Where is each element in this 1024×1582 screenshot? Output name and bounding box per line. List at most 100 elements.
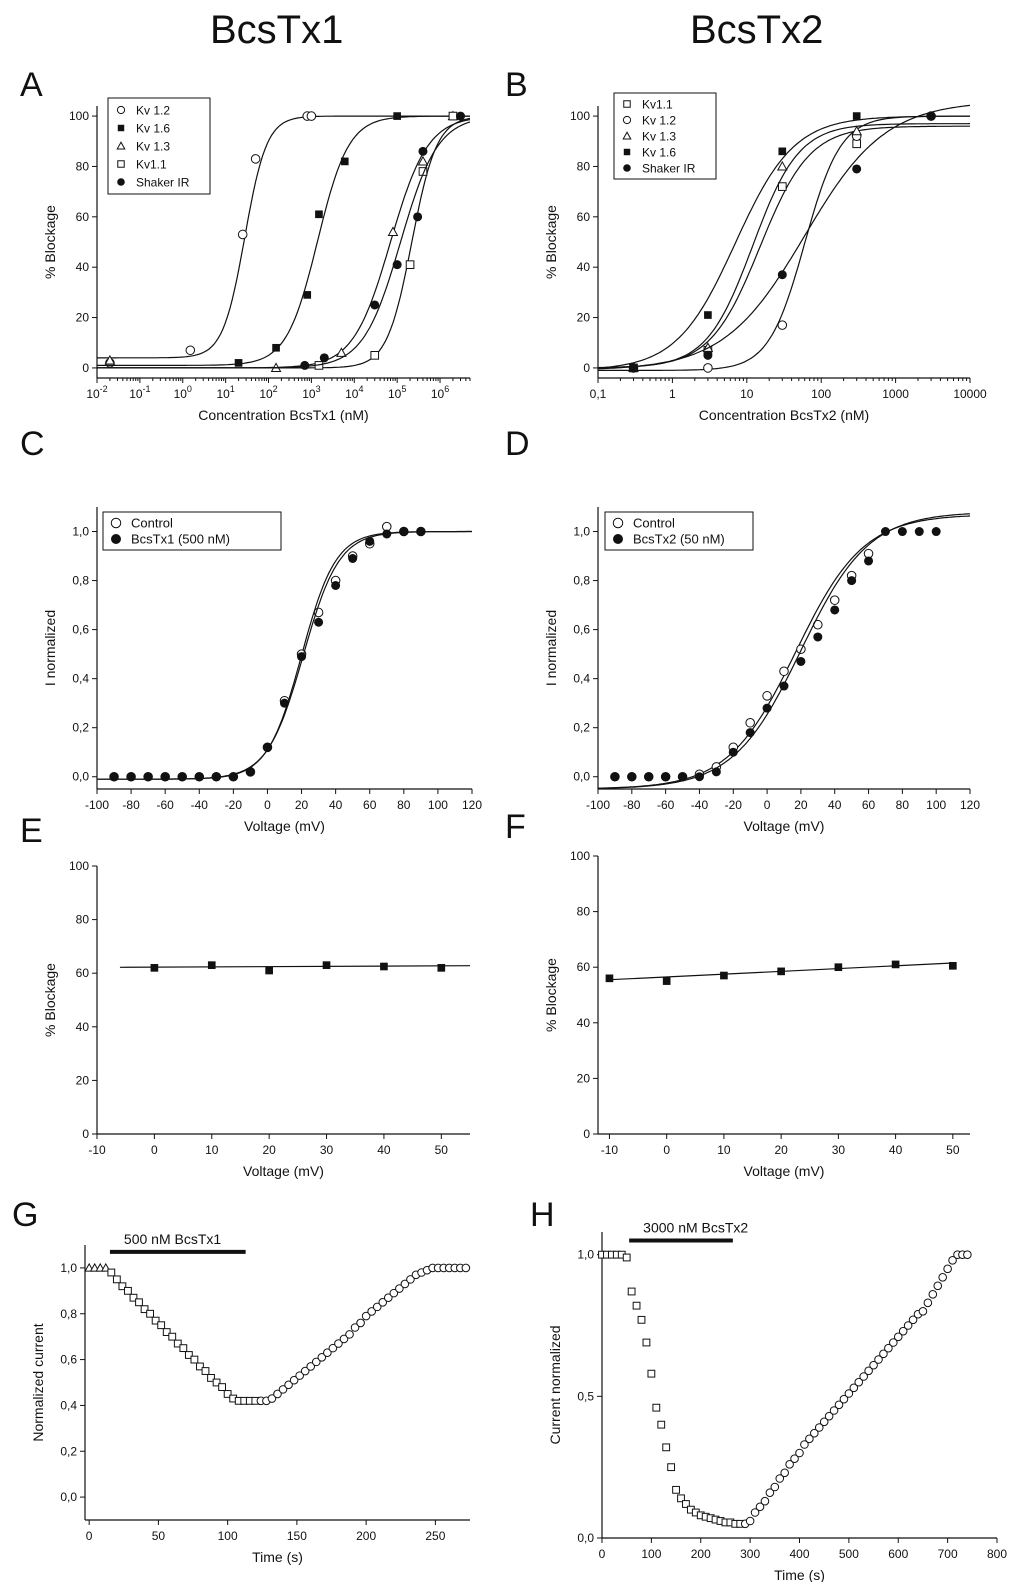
series-shaker-ir — [97, 111, 470, 370]
x-tick-label: 500 — [839, 1547, 859, 1561]
data-point — [418, 146, 428, 156]
x-tick-label: -10 — [88, 1143, 106, 1157]
y-tick-label: 80 — [577, 159, 591, 173]
x-tick-label: 10 — [717, 1143, 731, 1157]
x-tick-label: 10000 — [953, 387, 987, 401]
x-tick-label: 102 — [259, 384, 277, 401]
data-point — [300, 360, 310, 370]
x-tick-label: 80 — [397, 798, 411, 812]
y-tick-label: 0,5 — [577, 1389, 594, 1403]
x-tick-label: 106 — [431, 384, 449, 401]
data-point — [328, 1343, 338, 1353]
x-axis-label: Voltage (mV) — [244, 818, 325, 834]
data-point — [380, 962, 388, 971]
legend-entry: Kv 1.6 — [642, 146, 676, 160]
y-tick-label: 0,8 — [60, 1307, 77, 1321]
legend-marker — [117, 178, 125, 186]
legend-entry: Control — [633, 516, 675, 531]
data-point — [177, 772, 187, 782]
data-point — [284, 1380, 293, 1390]
x-tick-label: 200 — [691, 1547, 711, 1561]
y-tick-label: 1,0 — [577, 1248, 594, 1262]
data-point — [393, 112, 401, 120]
data-point — [790, 1454, 799, 1463]
data-point — [129, 1293, 138, 1302]
x-tick-label: 120 — [960, 798, 980, 812]
data-point — [777, 270, 787, 280]
panel-letter-c: C — [20, 425, 45, 463]
data-point — [315, 210, 323, 219]
data-point — [317, 1352, 327, 1362]
panel-letter-g: G — [12, 1196, 39, 1234]
chart-g: 0 50 100 150 200 250 0,0 0,2 0,4 0,6 0,8 1,0 Time (s… — [30, 1231, 471, 1565]
data-point — [323, 1348, 332, 1358]
data-point — [173, 1339, 182, 1348]
data-point — [370, 351, 380, 360]
x-tick-label: 10 — [205, 1143, 219, 1157]
x-tick-label: 60 — [363, 798, 377, 812]
data-point — [898, 1326, 908, 1336]
data-point — [728, 747, 738, 757]
y-axis-label: % Blockage — [543, 958, 559, 1032]
y-tick-label: 60 — [76, 210, 90, 224]
data-point — [903, 1321, 913, 1330]
y-tick-label: 0,2 — [60, 1444, 77, 1458]
data-point — [322, 961, 331, 969]
data-point — [928, 1290, 938, 1299]
x-tick-label: 100 — [926, 798, 946, 812]
y-tick-label: 20 — [577, 311, 591, 325]
y-tick-label: 60 — [76, 966, 90, 980]
data-point — [140, 1305, 149, 1314]
data-point — [703, 350, 713, 360]
data-point — [365, 536, 375, 546]
y-tick-label: 40 — [577, 1016, 591, 1030]
data-point — [399, 527, 409, 537]
data-point — [703, 363, 713, 373]
data-point — [813, 632, 823, 642]
data-point — [776, 160, 788, 171]
data-point — [455, 111, 465, 121]
data-point — [795, 1448, 804, 1458]
x-tick-label: -40 — [691, 798, 709, 812]
data-point — [118, 1282, 127, 1291]
data-point — [775, 1474, 785, 1483]
data-point — [295, 1371, 304, 1380]
x-tick-label: -100 — [586, 798, 610, 812]
data-point — [926, 111, 936, 121]
data-point — [805, 1434, 814, 1444]
data-point — [931, 527, 941, 537]
legend-box — [102, 511, 282, 551]
x-tick-label: 103 — [302, 384, 320, 401]
legend-entry: Shaker IR — [136, 176, 190, 190]
data-point — [897, 527, 907, 537]
data-point — [356, 1318, 365, 1328]
data-point — [770, 1482, 780, 1492]
y-tick-label: 0 — [583, 1127, 590, 1141]
x-tick-label: -100 — [85, 798, 109, 812]
data-point — [859, 1372, 868, 1381]
data-point — [212, 1378, 221, 1387]
fit-curve — [598, 515, 970, 789]
y-tick-label: 0,6 — [60, 1353, 77, 1367]
x-tick-label: 0 — [599, 1547, 606, 1561]
x-tick-label: 100 — [174, 384, 192, 401]
data-point — [864, 1366, 873, 1376]
legend-marker — [117, 160, 125, 168]
data-point — [392, 260, 402, 270]
data-point — [632, 1301, 641, 1310]
data-point — [437, 964, 446, 972]
y-tick-label: 0 — [82, 361, 89, 375]
data-point — [311, 1357, 321, 1367]
x-tick-label: 40 — [329, 798, 343, 812]
x-tick-label: -20 — [725, 798, 743, 812]
data-point — [306, 111, 317, 121]
legend-marker — [622, 131, 632, 140]
data-point — [948, 1256, 957, 1265]
data-point — [339, 1334, 349, 1344]
data-point — [383, 1293, 393, 1303]
data-point — [819, 1417, 829, 1427]
data-point — [745, 718, 755, 728]
chart-d: -100 -80 -60 -40 -20 0 20 40 60 80 100 120 0,0 0,2 0,4… — [543, 507, 980, 834]
data-point — [765, 1488, 775, 1497]
